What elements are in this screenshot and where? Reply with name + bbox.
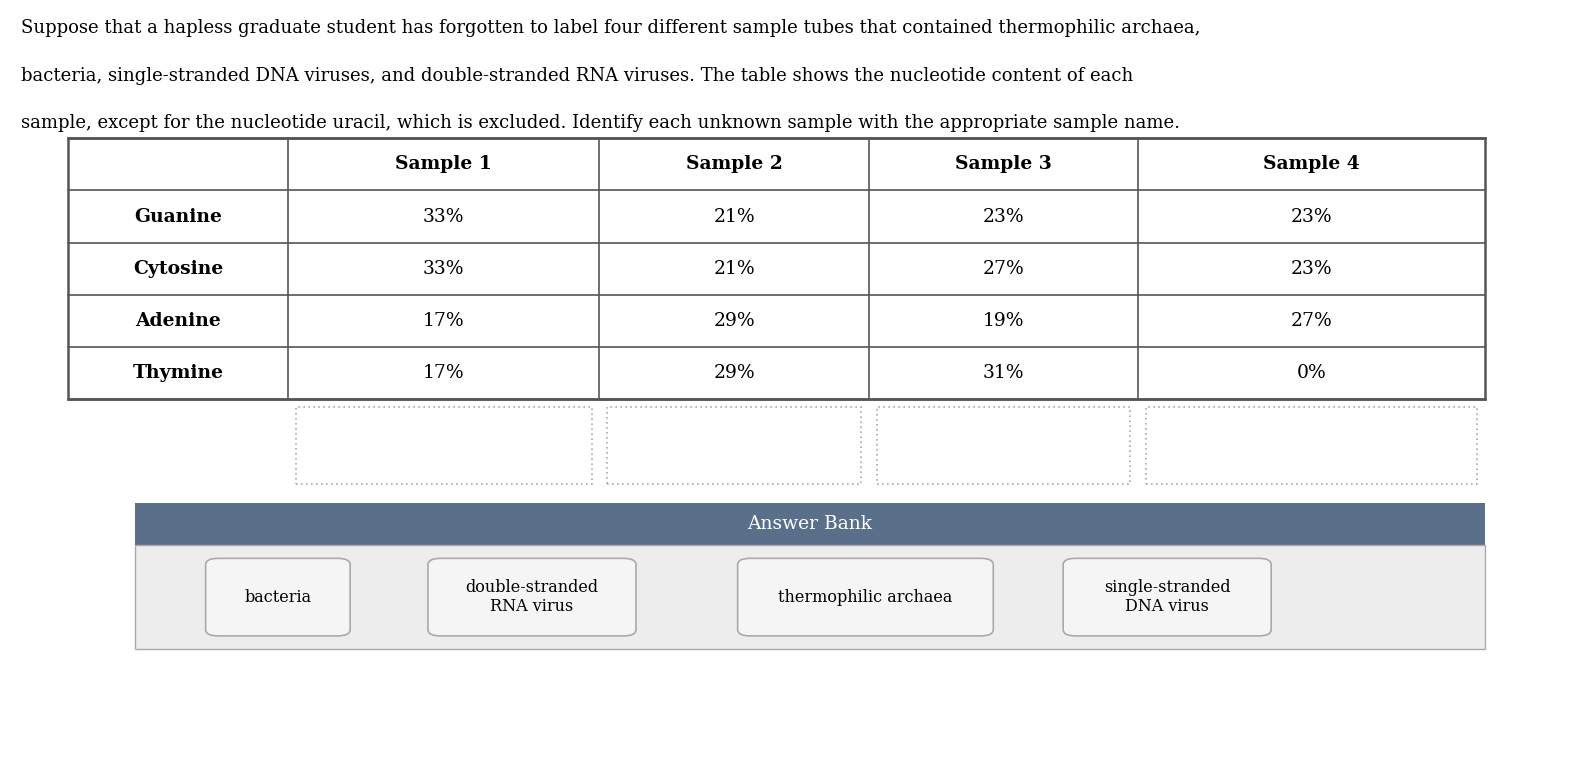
Text: 19%: 19%	[983, 312, 1024, 330]
Text: Answer Bank: Answer Bank	[748, 515, 872, 533]
Text: double-stranded
RNA virus: double-stranded RNA virus	[465, 579, 599, 615]
Text: 23%: 23%	[1291, 207, 1332, 226]
Text: 33%: 33%	[422, 207, 464, 226]
FancyBboxPatch shape	[205, 558, 349, 636]
Text: Adenine: Adenine	[135, 312, 221, 330]
Text: 23%: 23%	[1291, 260, 1332, 278]
Text: Suppose that a hapless graduate student has forgotten to label four different sa: Suppose that a hapless graduate student …	[21, 19, 1201, 37]
Text: Guanine: Guanine	[133, 207, 222, 226]
Text: 29%: 29%	[713, 312, 754, 330]
Text: 31%: 31%	[983, 364, 1024, 382]
Text: single-stranded
DNA virus: single-stranded DNA virus	[1104, 579, 1231, 615]
Text: 17%: 17%	[422, 364, 464, 382]
Text: 23%: 23%	[983, 207, 1024, 226]
Text: Sample 3: Sample 3	[954, 155, 1051, 174]
Text: 27%: 27%	[983, 260, 1024, 278]
FancyBboxPatch shape	[429, 558, 635, 636]
Text: sample, except for the nucleotide uracil, which is excluded. Identify each unkno: sample, except for the nucleotide uracil…	[21, 114, 1180, 132]
Text: bacteria: bacteria	[245, 588, 311, 606]
Text: Cytosine: Cytosine	[133, 260, 224, 278]
Text: Sample 2: Sample 2	[686, 155, 783, 174]
Text: bacteria, single-stranded DNA viruses, and double-stranded RNA viruses. The tabl: bacteria, single-stranded DNA viruses, a…	[21, 67, 1132, 84]
Text: 17%: 17%	[422, 312, 464, 330]
FancyBboxPatch shape	[135, 503, 1485, 545]
Text: 0%: 0%	[1296, 364, 1326, 382]
Text: thermophilic archaea: thermophilic archaea	[778, 588, 953, 606]
Text: Sample 4: Sample 4	[1262, 155, 1359, 174]
Text: 33%: 33%	[422, 260, 464, 278]
FancyBboxPatch shape	[737, 558, 994, 636]
Text: 21%: 21%	[713, 260, 754, 278]
Text: Sample 1: Sample 1	[395, 155, 492, 174]
FancyBboxPatch shape	[1064, 558, 1270, 636]
Text: Thymine: Thymine	[132, 364, 224, 382]
Text: 21%: 21%	[713, 207, 754, 226]
FancyBboxPatch shape	[135, 545, 1485, 649]
Text: 29%: 29%	[713, 364, 754, 382]
Text: 27%: 27%	[1291, 312, 1332, 330]
